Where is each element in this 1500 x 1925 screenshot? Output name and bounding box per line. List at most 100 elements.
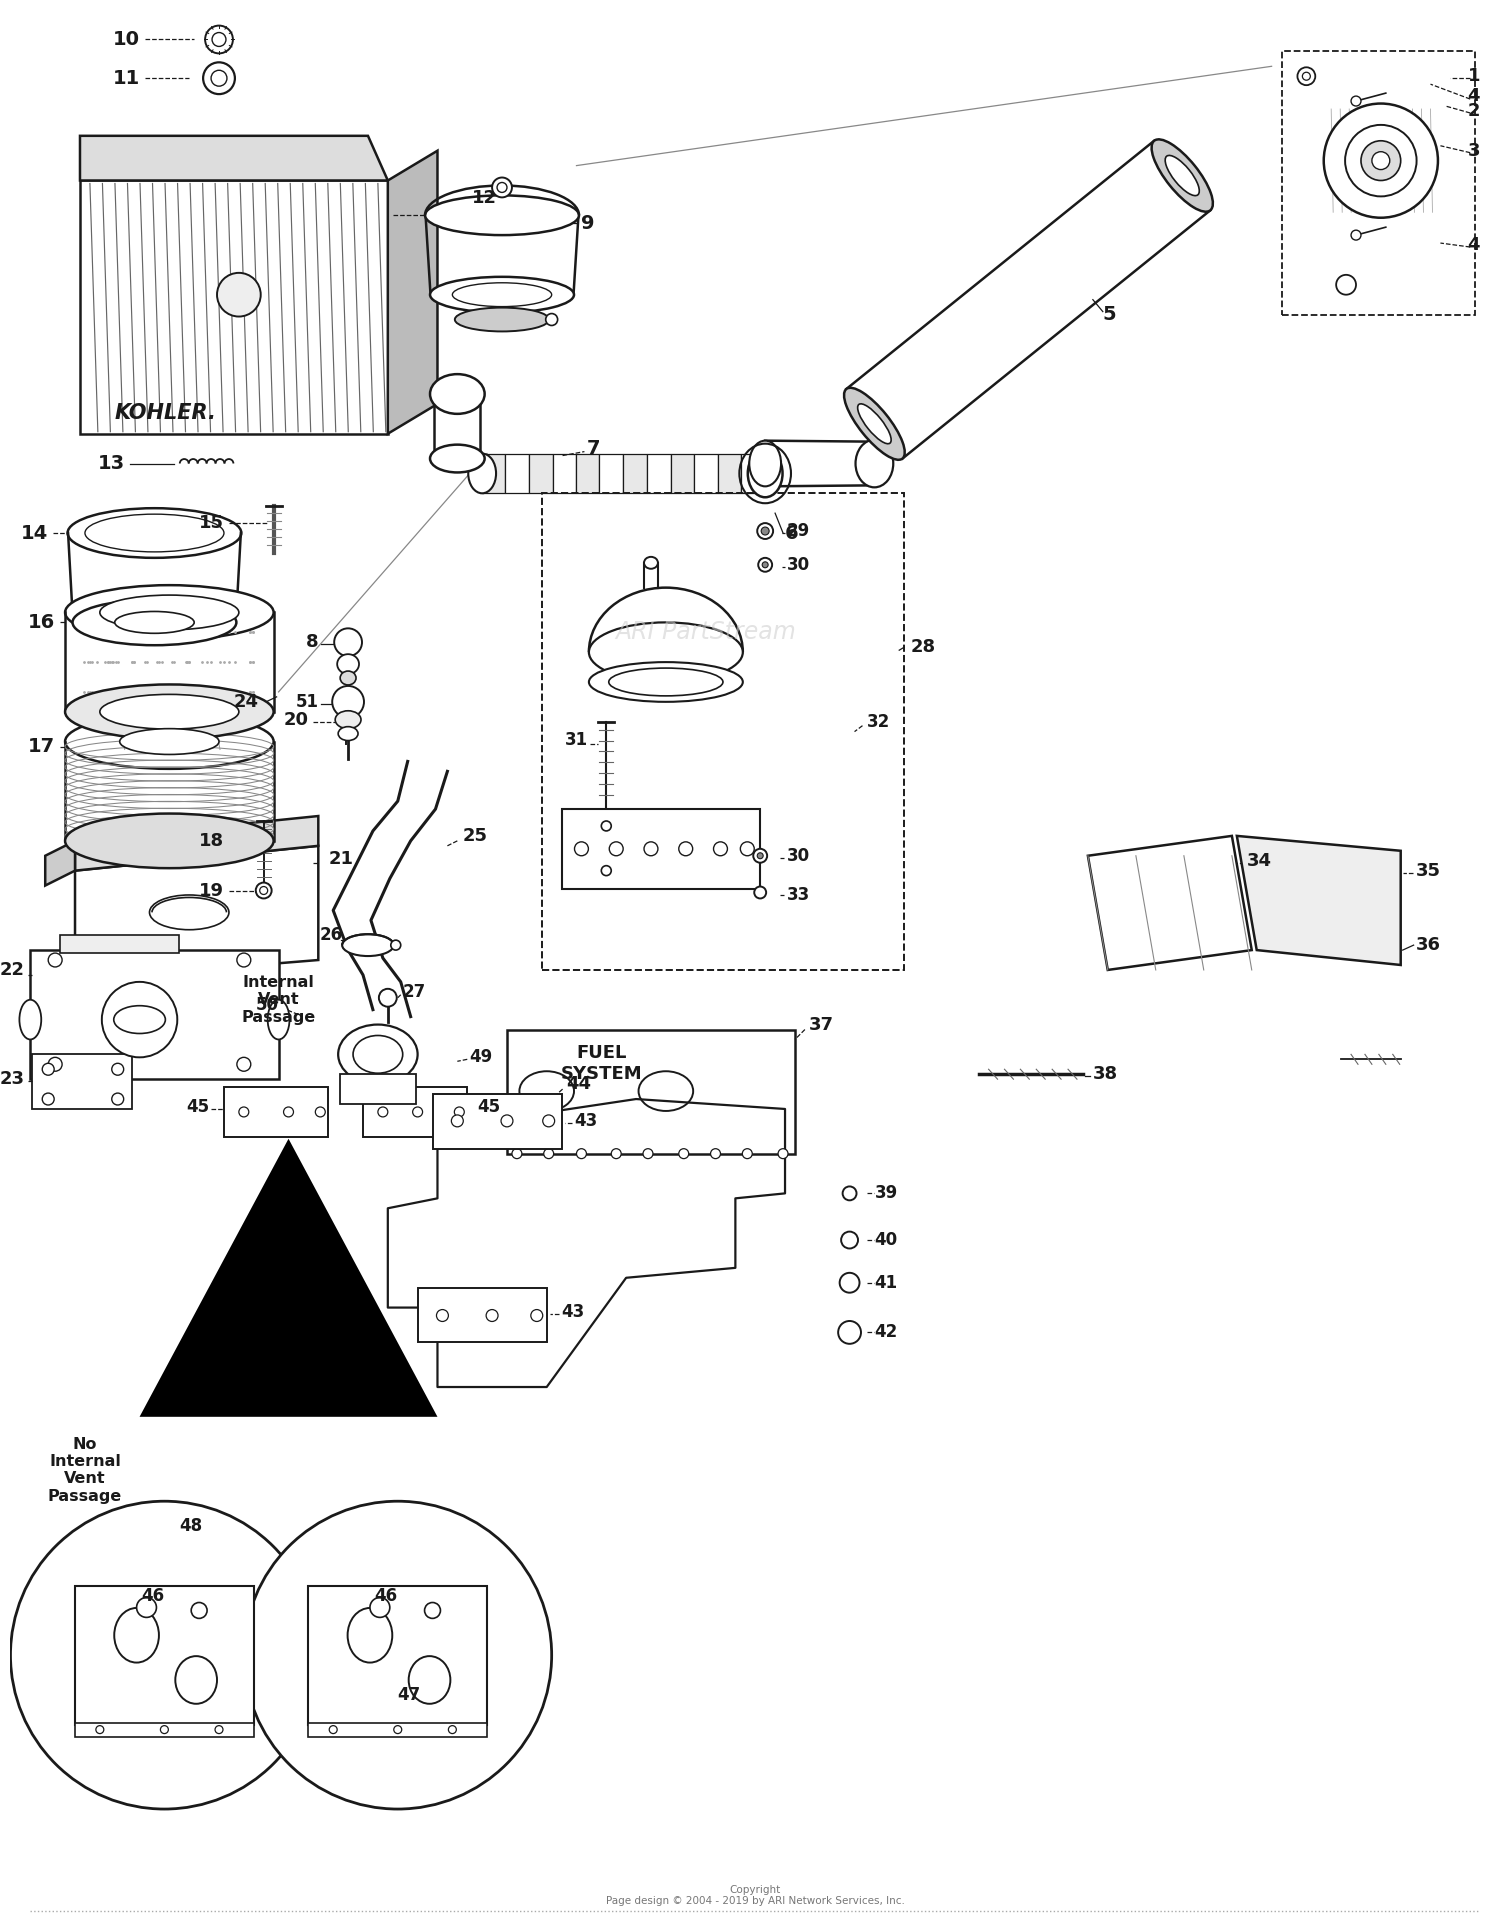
Circle shape (546, 314, 558, 325)
Circle shape (602, 866, 610, 876)
Text: Internal
Vent
Passage: Internal Vent Passage (242, 974, 315, 1024)
Circle shape (284, 1107, 294, 1116)
Text: 15: 15 (200, 514, 223, 531)
Text: 41: 41 (874, 1274, 897, 1292)
Circle shape (610, 1149, 621, 1159)
Text: 34: 34 (1246, 851, 1272, 870)
Ellipse shape (176, 1656, 217, 1704)
Circle shape (512, 1149, 522, 1159)
Bar (340, 1074, 416, 1105)
Text: No
Internal
Vent
Passage: No Internal Vent Passage (48, 1436, 122, 1503)
Text: 46: 46 (375, 1586, 398, 1605)
Circle shape (255, 882, 272, 899)
Circle shape (211, 33, 226, 46)
Text: 17: 17 (28, 737, 56, 757)
Ellipse shape (114, 1607, 159, 1663)
Circle shape (238, 1107, 249, 1116)
Text: 39: 39 (874, 1184, 897, 1203)
Circle shape (436, 1309, 448, 1321)
Ellipse shape (609, 668, 723, 695)
Ellipse shape (750, 441, 782, 487)
Bar (309, 1723, 488, 1736)
Text: 44: 44 (567, 1076, 591, 1093)
Text: 6: 6 (784, 524, 798, 543)
Text: 14: 14 (21, 524, 48, 543)
Text: 4: 4 (1467, 237, 1480, 254)
Text: ARI PartStream: ARI PartStream (615, 620, 797, 645)
Ellipse shape (86, 514, 224, 552)
Circle shape (217, 273, 261, 316)
Circle shape (842, 1232, 858, 1249)
Text: 38: 38 (1094, 1065, 1118, 1084)
Circle shape (237, 953, 250, 966)
Ellipse shape (639, 1070, 693, 1111)
Ellipse shape (267, 999, 290, 1040)
Ellipse shape (644, 556, 658, 568)
Ellipse shape (1152, 139, 1214, 212)
Text: 28: 28 (910, 639, 936, 656)
Circle shape (380, 989, 398, 1007)
Ellipse shape (748, 450, 783, 497)
Ellipse shape (342, 934, 394, 957)
Circle shape (742, 1149, 753, 1159)
Bar (561, 808, 760, 889)
Ellipse shape (352, 1036, 402, 1074)
Polygon shape (80, 137, 388, 181)
Text: 1: 1 (1467, 67, 1480, 85)
Ellipse shape (1372, 152, 1390, 169)
Bar (224, 1088, 328, 1138)
Circle shape (741, 841, 754, 857)
Text: 50: 50 (255, 995, 279, 1014)
Circle shape (413, 1107, 423, 1116)
Circle shape (260, 887, 267, 895)
Text: 46: 46 (141, 1586, 165, 1605)
Text: 35: 35 (1416, 862, 1440, 880)
Text: 5: 5 (1102, 304, 1116, 323)
Circle shape (1352, 96, 1360, 106)
Text: 24: 24 (234, 693, 258, 710)
Text: 45: 45 (477, 1097, 501, 1116)
Text: 23: 23 (0, 1070, 24, 1088)
Ellipse shape (1166, 156, 1200, 196)
Circle shape (112, 1093, 123, 1105)
Circle shape (574, 841, 588, 857)
Ellipse shape (100, 595, 238, 629)
Circle shape (711, 1149, 720, 1159)
Ellipse shape (64, 814, 273, 868)
Circle shape (112, 1063, 123, 1076)
Text: 43: 43 (574, 1113, 598, 1130)
Text: 37: 37 (808, 1016, 834, 1034)
Circle shape (244, 1502, 552, 1809)
Text: 32: 32 (867, 712, 889, 732)
Ellipse shape (100, 695, 238, 730)
Circle shape (758, 558, 772, 572)
Circle shape (644, 1149, 652, 1159)
Circle shape (10, 1502, 318, 1809)
Polygon shape (846, 141, 1210, 458)
Ellipse shape (120, 730, 219, 755)
Circle shape (424, 1602, 441, 1619)
Circle shape (96, 1725, 104, 1734)
Ellipse shape (844, 387, 904, 460)
Circle shape (680, 841, 693, 857)
Circle shape (452, 1115, 464, 1126)
Bar (33, 1055, 132, 1109)
Circle shape (492, 177, 512, 198)
Ellipse shape (453, 283, 552, 306)
Ellipse shape (430, 445, 484, 472)
Polygon shape (530, 454, 552, 493)
Circle shape (644, 841, 658, 857)
Ellipse shape (590, 622, 742, 681)
Circle shape (202, 62, 236, 94)
Circle shape (754, 887, 766, 899)
Ellipse shape (64, 714, 273, 768)
Polygon shape (506, 454, 530, 493)
Ellipse shape (72, 599, 237, 645)
Ellipse shape (468, 454, 496, 493)
Circle shape (340, 714, 352, 726)
Polygon shape (1088, 835, 1251, 970)
Ellipse shape (590, 662, 742, 703)
Circle shape (839, 1321, 861, 1344)
Ellipse shape (1360, 141, 1401, 181)
Circle shape (843, 1186, 856, 1201)
